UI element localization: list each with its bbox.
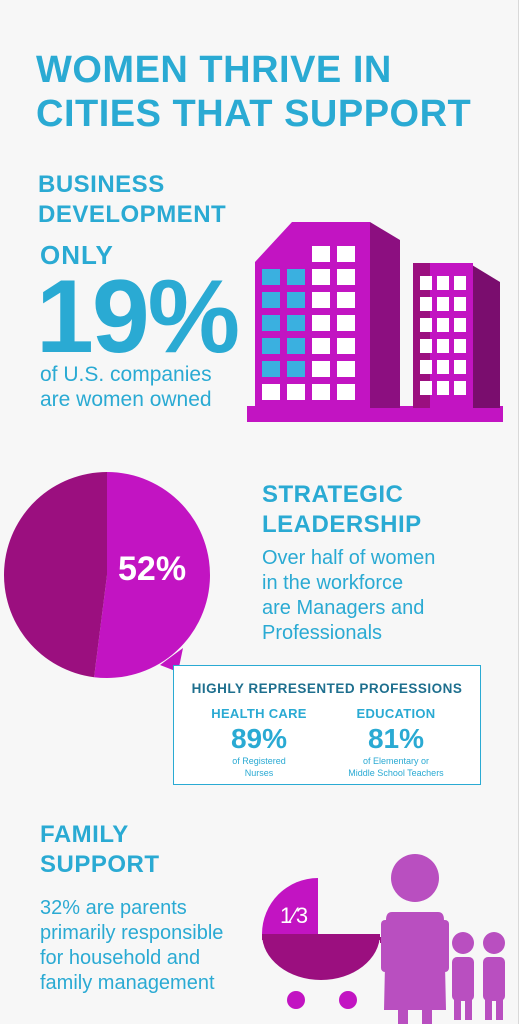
page-title: WOMEN THRIVE IN CITIES THAT SUPPORT [36,48,506,136]
building-window [337,246,355,262]
leadership-heading-line-1: STRATEGIC [262,481,404,508]
building-window [337,338,355,354]
building-window [337,361,355,377]
building-window [420,297,432,311]
building-window [337,384,355,400]
profession-value: 89% [230,723,288,754]
building-window [312,246,330,262]
building-window [454,360,466,374]
leadership-description-line-3: are Managers and [262,597,425,619]
pie-value-label: 52% [118,550,187,588]
building-window [437,297,449,311]
profession-desc-line-1: of Elementary or [362,756,430,766]
children-icon [452,932,505,1020]
title-line-1: WOMEN THRIVE IN [36,49,392,91]
building-window [420,276,432,290]
building-window [437,318,449,332]
building-window [312,338,330,354]
building-window [262,315,280,331]
building-window [287,384,305,400]
profession-desc-line-2: Middle School Teachers [348,768,444,778]
profession-desc-line-1: of Registered [232,756,286,766]
building-window [420,339,432,353]
professions-box: HIGHLY REPRESENTED PROFESSIONS HEALTH CA… [173,665,481,785]
profession-header: HEALTH CARE [211,706,307,721]
building-window [454,381,466,395]
building-window [287,361,305,377]
profession-header: EDUCATION [356,706,436,721]
building-window [454,297,466,311]
leadership-description-line-1: Over half of women [262,547,436,569]
professions-title: HIGHLY REPRESENTED PROFESSIONS [191,681,463,696]
leadership-description: Over half of women in the workforce are … [262,546,435,646]
business-description-line-1: of U.S. companies [40,363,212,386]
building-window [420,381,432,395]
profession-education: EDUCATION 81% of Elementary or Middle Sc… [326,706,466,779]
family-heading-line-2: SUPPORT [40,851,160,878]
building-window [454,276,466,290]
profession-health-care: HEALTH CARE 89% of Registered Nurses [189,706,329,779]
family-description-line-1: 32% are parents [40,897,187,919]
building-window [454,339,466,353]
building-window [287,292,305,308]
building-window [437,339,449,353]
building-window [437,360,449,374]
leadership-description-line-2: in the workforce [262,572,404,594]
building-window [454,318,466,332]
building-window [312,384,330,400]
stroller-icon [262,878,392,1009]
family-heading: FAMILY SUPPORT [40,820,160,880]
business-heading: BUSINESS DEVELOPMENT [38,170,226,230]
business-stat: 19% [36,259,240,375]
building-window [262,361,280,377]
building-window [262,292,280,308]
title-line-2: CITIES THAT SUPPORT [36,93,472,135]
building-window [437,276,449,290]
profession-value: 81% [367,723,425,754]
building-window [262,269,280,285]
building-window [312,361,330,377]
building-window [312,292,330,308]
woman-icon [381,854,449,1024]
family-heading-line-1: FAMILY [40,821,129,848]
family-description-line-4: family management [40,972,215,994]
business-description-line-2: are women owned [40,388,212,411]
leadership-heading-line-2: LEADERSHIP [262,511,422,538]
business-heading-line-1: BUSINESS [38,171,165,198]
building-window [287,338,305,354]
building-window [337,315,355,331]
business-description: of U.S. companies are women owned [40,362,212,412]
building-window [287,315,305,331]
business-heading-line-2: DEVELOPMENT [38,201,227,228]
pie-slice-rest [4,472,108,678]
family-description-line-3: for household and [40,947,201,969]
family-description-line-2: primarily responsible [40,922,224,944]
building-window [437,381,449,395]
profession-desc-line-2: Nurses [244,768,274,778]
building-window [287,269,305,285]
building-window [337,269,355,285]
only-label: ONLY [40,240,114,270]
building-window [262,338,280,354]
family-description: 32% are parents primarily responsible fo… [40,896,223,996]
leadership-description-line-4: Professionals [262,622,383,644]
building-window [262,384,280,400]
building-window [312,269,330,285]
building-window [337,292,355,308]
building-window [312,315,330,331]
leadership-heading: STRATEGIC LEADERSHIP [262,480,422,540]
stroller-fraction: 1⁄3 [280,903,308,928]
building-window [420,318,432,332]
building-window [420,360,432,374]
